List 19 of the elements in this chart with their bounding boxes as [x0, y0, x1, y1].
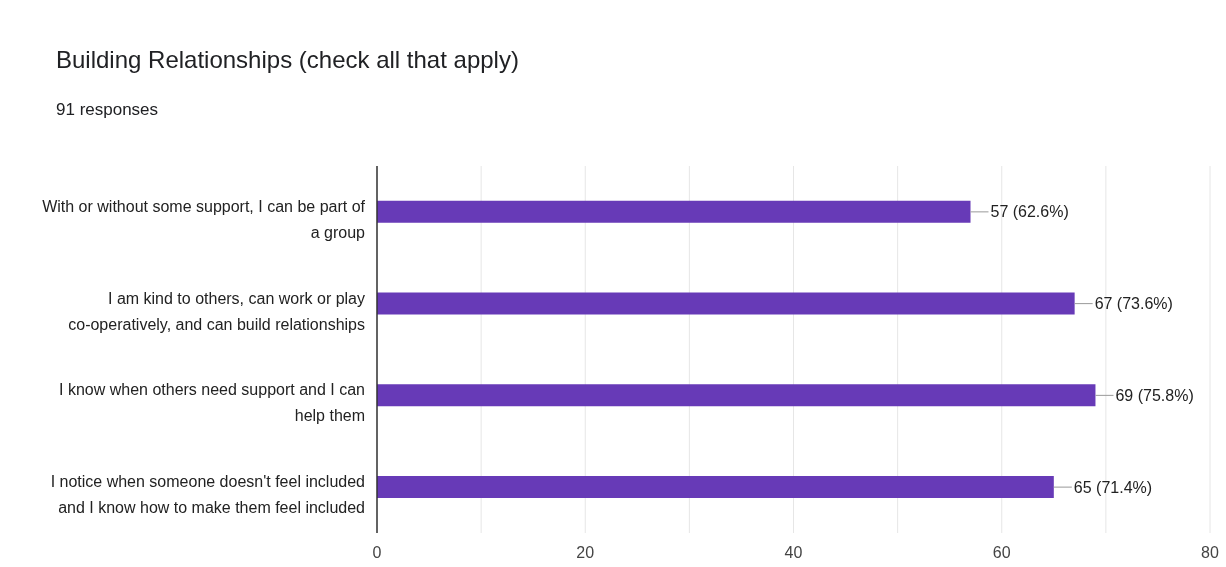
x-tick-label: 20	[576, 544, 595, 562]
x-tick-label: 60	[992, 544, 1011, 562]
x-tick-label: 0	[372, 544, 382, 562]
bar	[377, 200, 971, 223]
y-tick-label: With or without some support, I can be part of a group	[42, 197, 366, 241]
y-tick-label: I am kind to others, can work or play co-operatively, and can build relationships	[68, 289, 365, 333]
data-label: 67 (73.6%)	[1094, 295, 1173, 313]
x-tick-label: 80	[1201, 544, 1219, 562]
data-label: 65 (71.4%)	[1073, 478, 1153, 496]
y-tick-label: I know when others need support and I can help them	[59, 381, 365, 425]
y-tick-label: I notice when someone doesn't feel included and I know how to make them feel included	[50, 473, 365, 517]
chart-title: Building Relationships (check all that apply)	[56, 46, 519, 74]
x-tick-label: 40	[784, 544, 803, 562]
data-label: 57 (62.6%)	[990, 203, 1069, 221]
bar	[377, 292, 1075, 315]
data-label: 69 (75.8%)	[1115, 386, 1194, 404]
bar	[377, 476, 1054, 499]
text: 91 responses	[56, 100, 159, 120]
bar	[377, 384, 1096, 407]
